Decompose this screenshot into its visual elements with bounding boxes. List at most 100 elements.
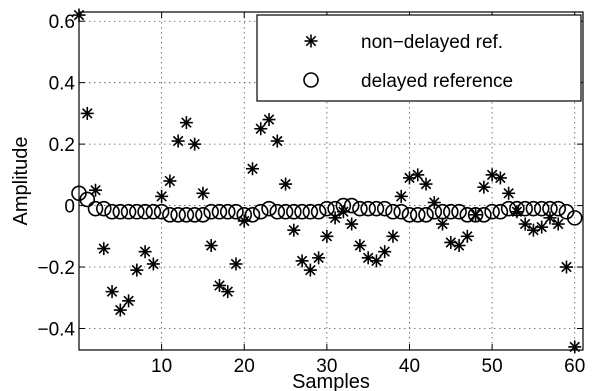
data-point-non-delayed <box>452 239 466 253</box>
data-point-non-delayed <box>287 223 301 237</box>
legend-label-delayed: delayed reference <box>361 71 513 92</box>
data-point-delayed <box>352 200 368 217</box>
data-point-delayed <box>542 200 558 217</box>
data-point-non-delayed <box>436 217 450 231</box>
data-point-non-delayed <box>378 245 392 259</box>
data-point-delayed <box>368 200 385 217</box>
data-point-non-delayed <box>386 229 400 243</box>
data-point-delayed <box>343 197 360 214</box>
data-point-non-delayed <box>89 183 103 197</box>
legend: non−delayed ref. delayed reference <box>256 14 582 102</box>
data-point-non-delayed <box>246 162 260 176</box>
data-point-non-delayed <box>179 116 193 130</box>
data-point-non-delayed <box>146 257 160 271</box>
data-point-delayed <box>360 200 376 217</box>
data-point-non-delayed <box>559 260 573 274</box>
data-point-delayed <box>418 207 434 223</box>
data-point-delayed <box>476 207 492 223</box>
data-point-delayed <box>550 200 567 217</box>
data-point-delayed <box>112 203 129 220</box>
data-point-delayed <box>434 203 451 220</box>
data-point-delayed <box>385 203 401 220</box>
data-point-delayed <box>203 203 219 220</box>
data-point-delayed <box>244 207 261 223</box>
y-tick-label: 0 <box>64 197 75 218</box>
data-point-delayed <box>517 200 533 217</box>
data-point-delayed <box>277 203 294 220</box>
data-point-non-delayed <box>345 217 359 231</box>
data-point-non-delayed <box>551 217 565 231</box>
data-point-delayed <box>509 200 525 217</box>
y-axis-title: Amplitude <box>10 137 32 226</box>
data-point-delayed <box>162 207 178 223</box>
data-point-delayed <box>393 203 410 220</box>
data-point-delayed <box>467 207 484 223</box>
y-tick-label: 0.6 <box>49 12 75 33</box>
data-point-non-delayed <box>402 171 416 185</box>
series-non-delayed <box>72 8 582 354</box>
data-point-delayed <box>484 203 500 220</box>
x-tick-label: 20 <box>234 356 255 377</box>
data-point-delayed <box>219 203 236 220</box>
data-point-non-delayed <box>105 285 119 299</box>
y-tick-label: 0.4 <box>49 74 76 95</box>
data-point-delayed <box>401 207 418 223</box>
data-point-delayed <box>137 203 153 220</box>
data-point-delayed <box>294 203 310 220</box>
data-point-non-delayed <box>394 189 408 203</box>
data-point-delayed <box>451 203 467 220</box>
data-point-non-delayed <box>469 208 483 222</box>
data-point-delayed <box>335 197 352 214</box>
data-point-non-delayed <box>369 254 383 268</box>
data-point-non-delayed <box>122 294 136 308</box>
data-point-non-delayed <box>518 217 532 231</box>
data-point-non-delayed <box>493 171 507 185</box>
plot-frame <box>78 11 584 351</box>
series-delayed <box>71 185 583 226</box>
data-point-non-delayed <box>279 177 293 191</box>
data-point-delayed <box>286 203 302 220</box>
x-tick-label: 40 <box>399 356 420 377</box>
data-point-delayed <box>153 203 170 220</box>
data-point-non-delayed <box>254 122 268 136</box>
data-point-delayed <box>310 203 327 220</box>
data-point-non-delayed <box>320 229 334 243</box>
data-point-non-delayed <box>568 340 582 354</box>
data-point-non-delayed <box>270 134 284 148</box>
data-point-delayed <box>211 203 228 220</box>
data-point-non-delayed <box>229 257 243 271</box>
data-point-delayed <box>261 200 277 217</box>
data-point-non-delayed <box>353 239 367 253</box>
data-point-delayed <box>302 203 319 220</box>
data-point-non-delayed <box>80 106 94 120</box>
data-point-non-delayed <box>262 113 276 127</box>
data-point-delayed <box>186 207 203 223</box>
data-point-non-delayed <box>163 174 177 188</box>
data-point-delayed <box>104 203 120 220</box>
data-point-non-delayed <box>535 220 549 234</box>
data-point-delayed <box>195 207 211 223</box>
y-tick-label: −0.4 <box>37 319 75 340</box>
y-tick-label: 0.2 <box>49 135 75 156</box>
axis-ticks: 10 20 30 40 50 60 −0.4 −0.2 0 0.2 0.4 0.6 <box>37 12 585 377</box>
data-point-non-delayed <box>295 254 309 268</box>
data-point-non-delayed <box>113 303 127 317</box>
data-point-delayed <box>145 203 162 220</box>
data-point-non-delayed <box>196 186 210 200</box>
data-point-delayed <box>228 203 244 220</box>
data-point-delayed <box>500 200 517 217</box>
legend-circle-symbol <box>303 72 319 88</box>
data-point-delayed <box>327 200 343 217</box>
data-point-delayed <box>376 200 393 217</box>
data-point-delayed <box>178 207 195 223</box>
data-point-delayed <box>87 200 104 217</box>
data-point-delayed <box>79 191 96 208</box>
data-point-delayed <box>566 210 583 226</box>
data-point-delayed <box>459 207 476 223</box>
data-point-non-delayed <box>97 242 111 256</box>
y-tick-label: −0.2 <box>37 258 75 279</box>
data-point-non-delayed <box>502 186 516 200</box>
data-point-non-delayed <box>312 251 326 265</box>
data-point-delayed <box>443 203 459 220</box>
